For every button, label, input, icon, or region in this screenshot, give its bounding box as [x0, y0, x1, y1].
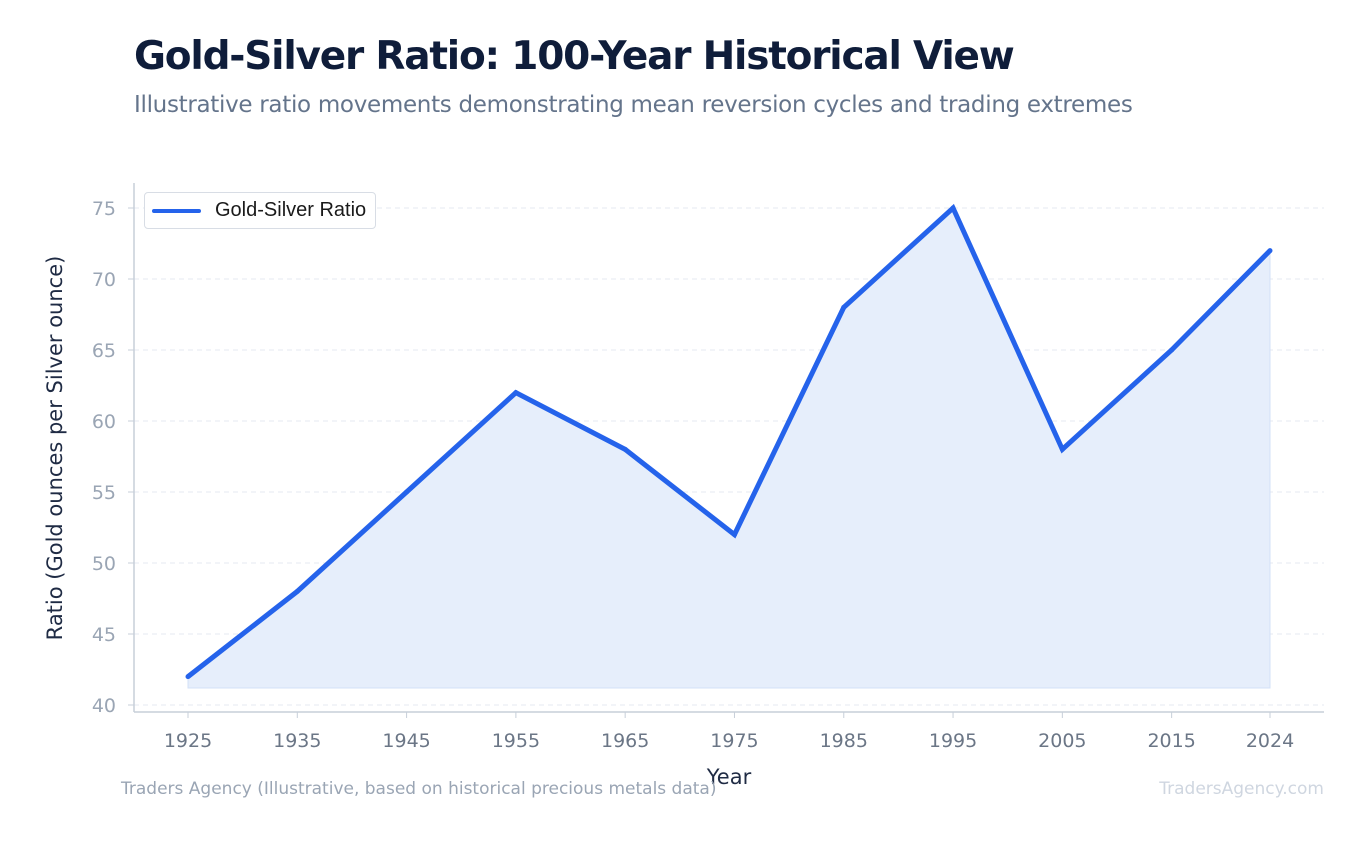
data-point — [404, 489, 410, 495]
chart-title: Gold-Silver Ratio: 100-Year Historical V… — [134, 34, 1015, 79]
legend-label: Gold-Silver Ratio — [215, 199, 367, 221]
data-point — [294, 588, 300, 594]
x-tick-label: 1985 — [820, 730, 868, 752]
x-tick-label: 1975 — [710, 730, 758, 752]
data-point — [622, 446, 628, 452]
x-tick-label: 2024 — [1246, 730, 1294, 752]
watermark: TradersAgency.com — [1159, 779, 1324, 799]
y-tick-label: 65 — [92, 340, 116, 362]
y-tick-label: 75 — [92, 198, 116, 220]
legend: Gold-Silver Ratio — [144, 192, 377, 229]
y-tick-label: 70 — [92, 269, 116, 291]
y-tick-label: 60 — [92, 411, 116, 433]
data-point — [513, 390, 519, 396]
x-tick-label: 1965 — [601, 730, 649, 752]
x-tick-label: 1945 — [382, 730, 430, 752]
x-tick-label: 1935 — [273, 730, 321, 752]
series-area-fill — [187, 207, 1271, 689]
x-tick-label: 1955 — [492, 730, 540, 752]
y-tick-label: 40 — [92, 695, 116, 717]
data-point — [1059, 446, 1065, 452]
data-point — [841, 304, 847, 310]
data-point — [1169, 347, 1175, 353]
y-tick-label: 55 — [92, 482, 116, 504]
x-tick-label: 1925 — [164, 730, 212, 752]
data-point — [731, 532, 737, 538]
source-note: Traders Agency (Illustrative, based on h… — [121, 779, 717, 799]
legend-swatch — [152, 208, 201, 213]
data-point — [950, 205, 956, 211]
x-tick-label: 2005 — [1038, 730, 1086, 752]
data-point — [1267, 248, 1273, 254]
y-tick-label: 45 — [92, 624, 116, 646]
y-axis-title: Ratio (Gold ounces per Silver ounce) — [43, 256, 67, 641]
chart-subtitle: Illustrative ratio movements demonstrati… — [134, 92, 1133, 118]
x-tick-label: 2015 — [1147, 730, 1195, 752]
x-axis-title: Year — [706, 765, 752, 789]
data-point — [185, 674, 191, 680]
x-tick-label: 1995 — [929, 730, 977, 752]
y-tick-label: 50 — [92, 553, 116, 575]
